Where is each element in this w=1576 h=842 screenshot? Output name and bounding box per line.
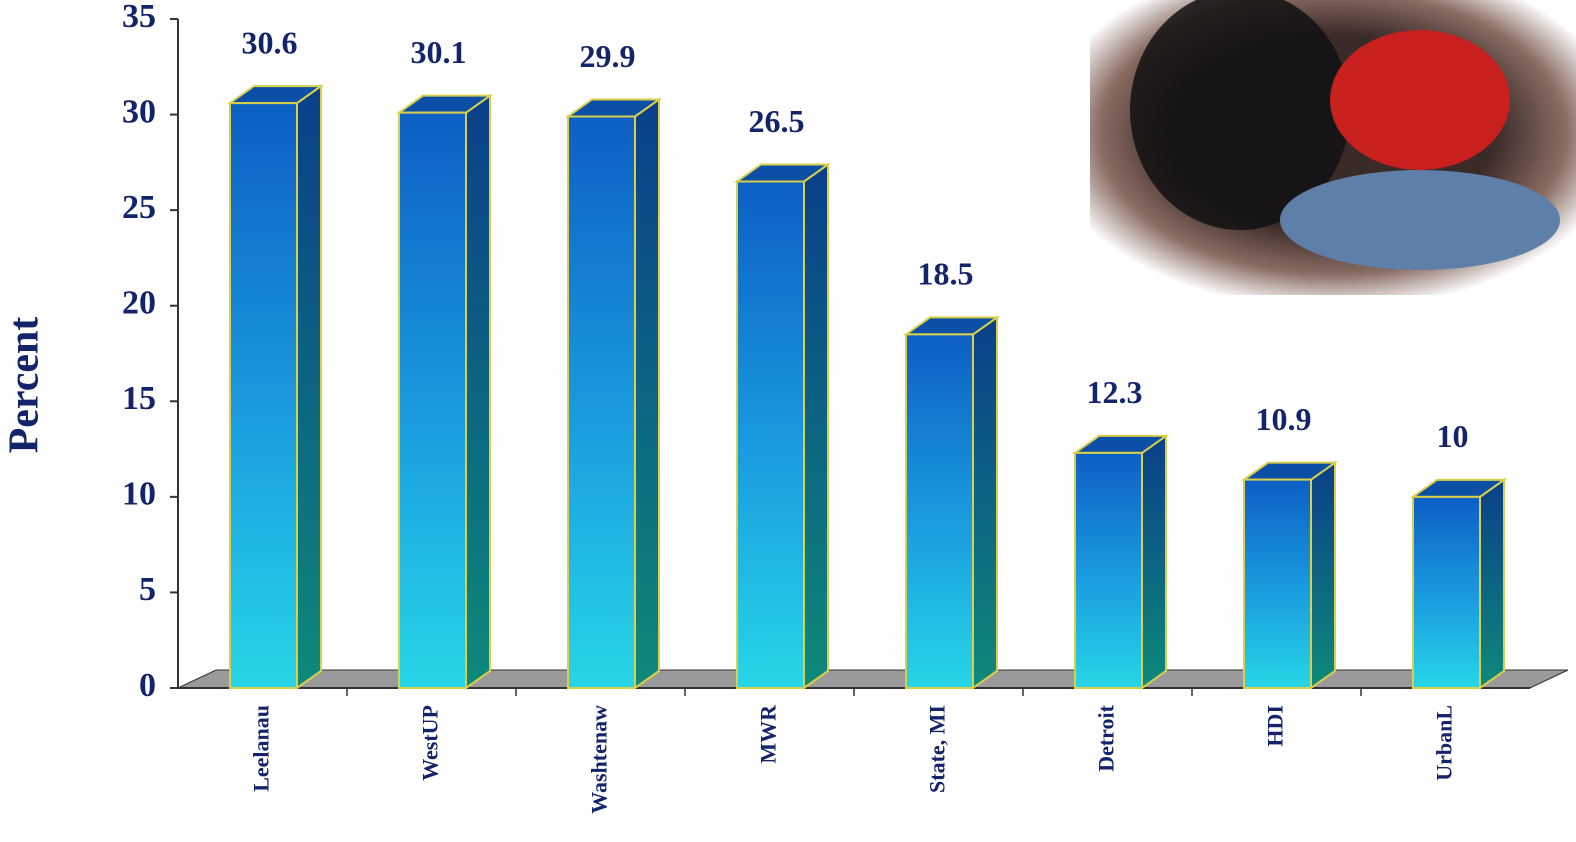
x-tick-label: Detroit bbox=[1094, 704, 1119, 771]
y-tick-label: 15 bbox=[122, 380, 156, 417]
bar bbox=[1071, 433, 1170, 690]
value-label: 29.9 bbox=[580, 38, 636, 74]
photo bbox=[1090, 0, 1576, 295]
y-tick-label: 25 bbox=[122, 189, 156, 226]
bar bbox=[564, 97, 663, 690]
value-label: 10 bbox=[1437, 418, 1469, 454]
x-tick-label: Washtenaw bbox=[587, 705, 612, 814]
x-tick-label: State, MI bbox=[925, 705, 950, 793]
x-tick-label: MWR bbox=[756, 704, 781, 764]
y-axis-label: Percent bbox=[2, 317, 48, 454]
value-label: 26.5 bbox=[749, 103, 805, 139]
bar bbox=[1409, 477, 1508, 690]
bar bbox=[733, 162, 832, 690]
y-tick-label: 5 bbox=[139, 571, 156, 608]
value-label: 30.1 bbox=[411, 34, 467, 70]
y-tick-label: 10 bbox=[122, 476, 156, 513]
value-label: 18.5 bbox=[918, 256, 974, 292]
bar bbox=[1240, 460, 1339, 690]
bar bbox=[902, 315, 1001, 690]
x-tick-label: WestUP bbox=[418, 705, 443, 781]
bar bbox=[395, 93, 494, 690]
floor bbox=[177, 669, 1569, 689]
y-tick-label: 0 bbox=[139, 667, 156, 704]
value-label: 12.3 bbox=[1087, 374, 1143, 410]
y-tick-label: 20 bbox=[122, 285, 156, 322]
x-tick-label: HDI bbox=[1263, 705, 1288, 747]
bar bbox=[226, 84, 325, 690]
x-tick-label: Leelanau bbox=[249, 705, 274, 792]
x-tick-label: UrbanL bbox=[1432, 705, 1457, 781]
y-tick-label: 30 bbox=[122, 93, 156, 130]
y-tick-label: 35 bbox=[122, 0, 156, 35]
value-label: 10.9 bbox=[1256, 401, 1312, 437]
value-label: 30.6 bbox=[242, 24, 298, 60]
